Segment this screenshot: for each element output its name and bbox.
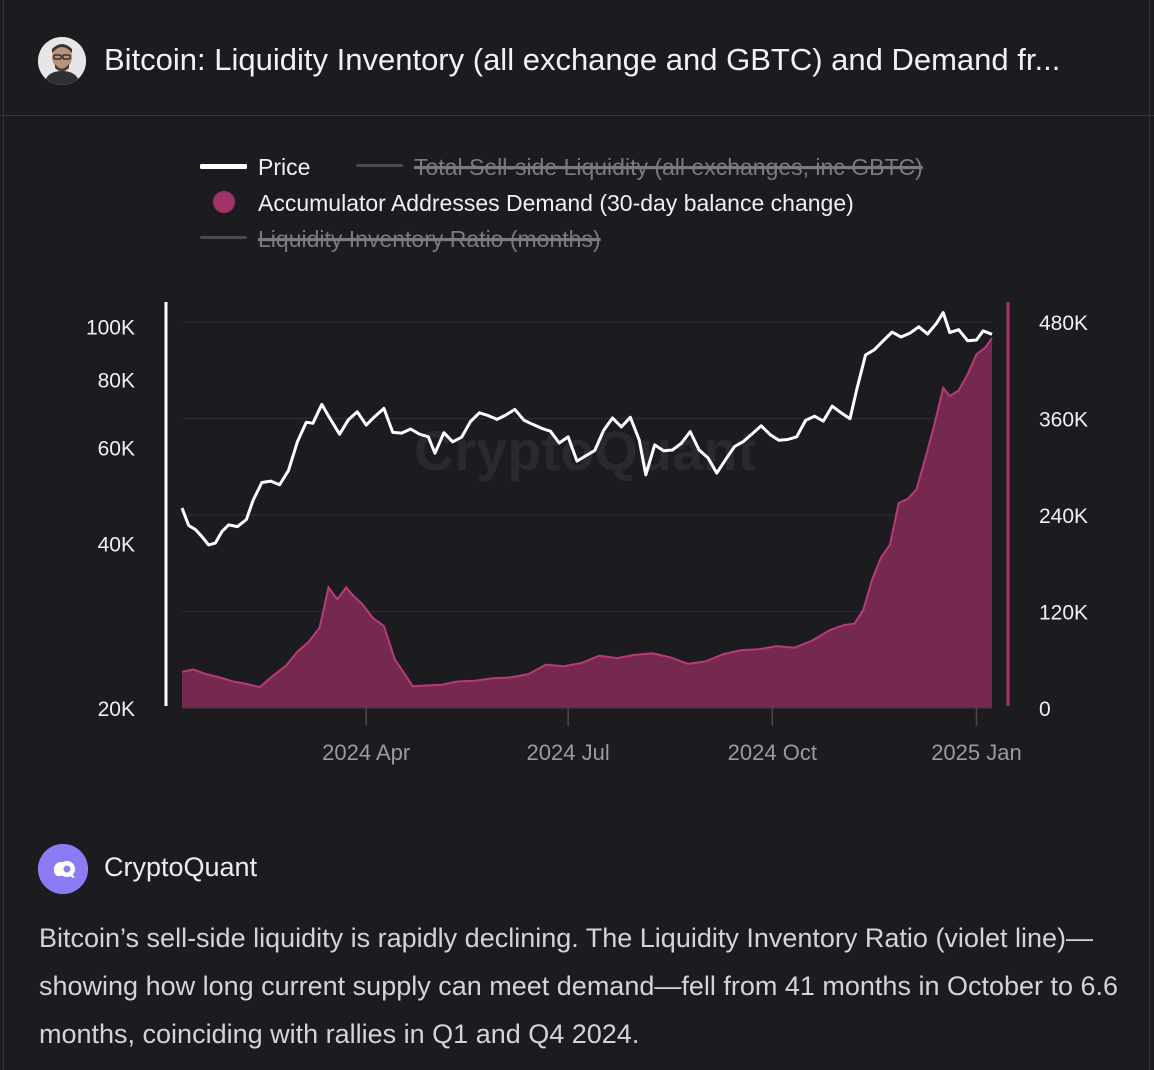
avatar-portrait-icon [38,37,86,85]
y-right-tick-1: 120K [1039,602,1088,625]
y-left-tick-1: 40K [98,534,135,557]
post-title[interactable]: Bitcoin: Liquidity Inventory (all exchan… [104,42,1061,77]
cryptoquant-logo-icon [38,844,88,894]
y-right-tick-0: 0 [1039,698,1051,721]
post-header: Bitcoin: Liquidity Inventory (all exchan… [0,0,1154,116]
chart: Price Total Sell-side Liquidity (all exch… [86,154,1088,765]
price-line [180,311,993,547]
x-tick-label-2: 2024 Oct [728,740,817,765]
source-name[interactable]: CryptoQuant [104,852,258,882]
post-caption: Bitcoin’s sell-side liquidity is rapidly… [39,923,1119,1049]
demand-area [182,338,992,708]
y-right-tick-2: 240K [1039,505,1088,528]
x-tick-label-0: 2024 Apr [322,740,410,765]
y-left-tick-0: 20K [98,698,135,721]
legend-swatch-3 [200,236,247,239]
legend-swatch-1 [356,164,403,167]
legend-swatch-0 [200,164,247,169]
y-left-tick-2: 60K [98,438,135,461]
x-tick-label-3: 2025 Jan [931,740,1022,765]
y-right-tick-4: 480K [1039,312,1088,335]
legend-label-0: Price [258,154,310,180]
legend-label-2: Accumulator Addresses Demand (30-day bal… [258,190,854,216]
y-left-tick-3: 80K [98,369,135,392]
x-tick-label-1: 2024 Jul [527,740,610,765]
avatar[interactable] [38,37,86,85]
demand-line [181,337,993,689]
y-left-tick-4: 100K [86,317,135,340]
y-right-tick-3: 360K [1039,409,1088,432]
legend-swatch-demand [213,191,235,213]
